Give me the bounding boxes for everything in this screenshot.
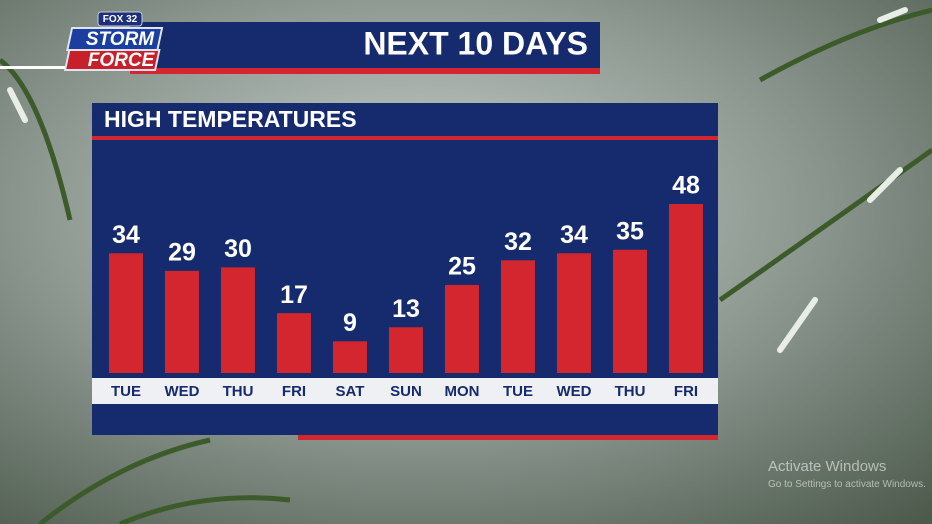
category-label: MON [445, 383, 480, 400]
logo-bottom [63, 49, 161, 71]
value-label: 34 [112, 221, 140, 249]
bar [389, 327, 423, 373]
logo-line1: STORM [86, 29, 155, 50]
value-label: 25 [448, 253, 476, 281]
value-label: 30 [224, 235, 252, 263]
category-label: FRI [674, 383, 698, 400]
logo-line2: FORCE [88, 50, 156, 71]
value-label: 13 [392, 295, 420, 323]
category-label: THU [223, 383, 254, 400]
value-label: 29 [168, 239, 196, 267]
category-label: WED [165, 383, 200, 400]
panel-foot [298, 435, 718, 440]
category-label: FRI [282, 383, 306, 400]
value-label: 48 [672, 172, 700, 200]
watermark-line2: Go to Settings to activate Windows. [768, 479, 926, 490]
category-label: SAT [336, 383, 365, 400]
value-label: 9 [343, 309, 357, 337]
watermark: Activate Windows Go to Settings to activ… [768, 458, 932, 490]
snow [7, 7, 908, 353]
value-label: 17 [280, 281, 308, 309]
panel-stripe [92, 136, 718, 140]
bar [277, 313, 311, 373]
bar [445, 284, 479, 373]
logo-badge [97, 11, 143, 27]
title: NEXT 10 DAYS [363, 25, 588, 61]
watermark-line1: Activate Windows [768, 458, 887, 475]
bar [669, 204, 703, 373]
category-label: TUE [503, 383, 533, 400]
subtitle: HIGH TEMPERATURES [104, 106, 357, 132]
value-label: 32 [504, 228, 532, 256]
category-label: SUN [390, 383, 422, 400]
category-strip [92, 378, 718, 404]
value-label: 34 [560, 221, 588, 249]
bar [221, 267, 255, 373]
value-label: 35 [616, 217, 644, 245]
category-label: THU [615, 383, 646, 400]
bar [557, 253, 591, 373]
logo-network: FOX 32 [103, 14, 138, 25]
banner-stripe [130, 68, 600, 74]
category-label: TUE [111, 383, 141, 400]
bar [333, 341, 367, 373]
banner [130, 22, 600, 68]
category-label: WED [557, 383, 592, 400]
bar [165, 270, 199, 373]
bar [109, 253, 143, 373]
bar [613, 249, 647, 373]
bar [501, 260, 535, 373]
